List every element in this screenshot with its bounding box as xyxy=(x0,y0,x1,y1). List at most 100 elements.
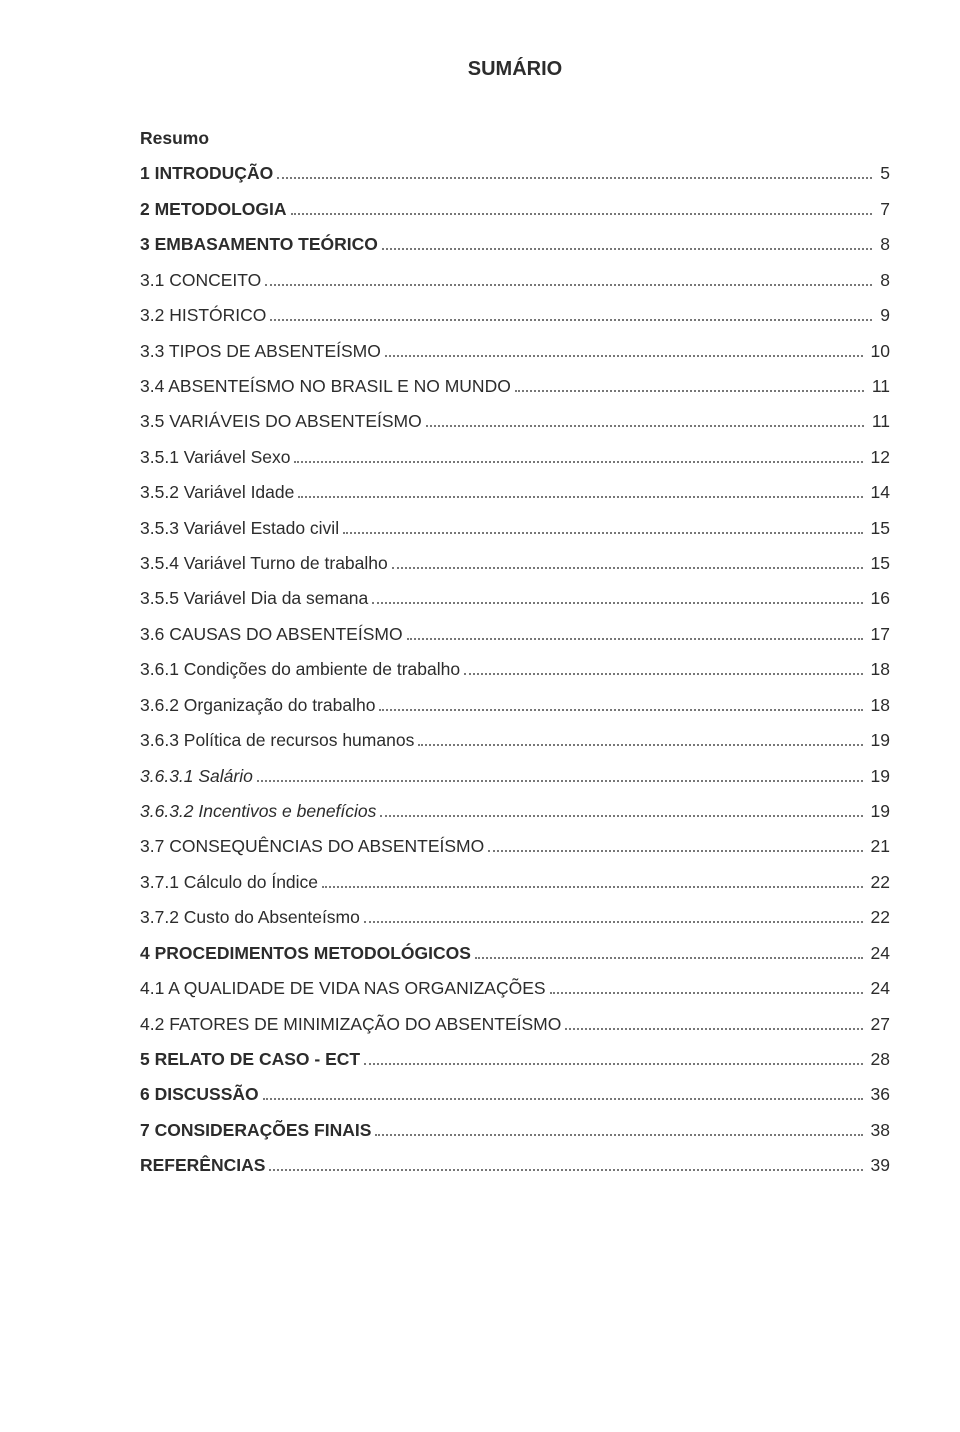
toc-dot-leader xyxy=(298,496,862,498)
toc-entry: 3.7.2 Custo do Absenteísmo22 xyxy=(140,906,890,930)
toc-entry: 4.2 FATORES DE MINIMIZAÇÃO DO ABSENTEÍSM… xyxy=(140,1013,890,1037)
toc-entry-label: 3.2 HISTÓRICO xyxy=(140,304,266,328)
toc-entry: 3.3 TIPOS DE ABSENTEÍSMO10 xyxy=(140,340,890,364)
toc-dot-leader xyxy=(488,850,862,852)
toc-entry-label: REFERÊNCIAS xyxy=(140,1154,265,1178)
toc-dot-leader xyxy=(515,390,864,392)
toc-dot-leader xyxy=(257,780,863,782)
toc-dot-leader xyxy=(464,673,862,675)
toc-entry-label: 3.6.3.1 Salário xyxy=(140,765,253,789)
toc-entry-page: 15 xyxy=(867,517,890,541)
toc-entry: 3.7.1 Cálculo do Índice 22 xyxy=(140,871,890,895)
toc-dot-leader xyxy=(263,1098,863,1100)
toc-entry-label: 4.2 FATORES DE MINIMIZAÇÃO DO ABSENTEÍSM… xyxy=(140,1013,561,1037)
toc-entry: 1 INTRODUÇÃO 5 xyxy=(140,162,890,186)
toc-entry: 3.6.1 Condições do ambiente de trabalho1… xyxy=(140,658,890,682)
toc-entry-page: 19 xyxy=(867,729,890,753)
toc-dot-leader xyxy=(379,709,862,711)
toc-dot-leader xyxy=(294,461,862,463)
toc-dot-leader xyxy=(565,1028,862,1030)
toc-dot-leader xyxy=(475,957,863,959)
toc-entry: 3.1 CONCEITO 8 xyxy=(140,269,890,293)
toc-entry-page: 11 xyxy=(868,375,890,399)
toc-entry-page: 22 xyxy=(867,871,890,895)
toc-entry-label: 3.4 ABSENTEÍSMO NO BRASIL E NO MUNDO xyxy=(140,375,511,399)
toc-dot-leader xyxy=(382,248,872,250)
toc-entry: 3.5.3 Variável Estado civil 15 xyxy=(140,517,890,541)
toc-entry-page: 8 xyxy=(876,269,890,293)
toc-entry-label: 3.5.3 Variável Estado civil xyxy=(140,517,339,541)
toc-entry: 3 EMBASAMENTO TEÓRICO8 xyxy=(140,233,890,257)
toc-dot-leader xyxy=(418,744,862,746)
toc-entry-page: 7 xyxy=(876,198,890,222)
toc-dot-leader xyxy=(364,921,863,923)
toc-entry-page: 39 xyxy=(867,1154,890,1178)
toc-entry-page: 38 xyxy=(867,1119,890,1143)
toc-dot-leader xyxy=(550,992,863,994)
toc-entry-label: 3.1 CONCEITO xyxy=(140,269,261,293)
toc-dot-leader xyxy=(385,355,863,357)
toc-entry: 3.5.1 Variável Sexo 12 xyxy=(140,446,890,470)
toc-entry: 3.2 HISTÓRICO 9 xyxy=(140,304,890,328)
toc-dot-leader xyxy=(322,886,862,888)
toc-entry-label: 3.5.2 Variável Idade xyxy=(140,481,294,505)
toc-entry: 3.5.5 Variável Dia da semana 16 xyxy=(140,587,890,611)
toc-entry-label: 2 METODOLOGIA xyxy=(140,198,287,222)
toc-entry-label: 3.6.2 Organização do trabalho xyxy=(140,694,375,718)
toc-entry: 3.6.3 Política de recursos humanos 19 xyxy=(140,729,890,753)
toc-entry-page: 18 xyxy=(867,694,890,718)
toc-entry: REFERÊNCIAS 39 xyxy=(140,1154,890,1178)
toc-entry: 4 PROCEDIMENTOS METODOLÓGICOS24 xyxy=(140,942,890,966)
toc-entry-page: 12 xyxy=(867,446,890,470)
toc-entry: 3.5 VARIÁVEIS DO ABSENTEÍSMO 11 xyxy=(140,410,890,434)
toc-entry-label: 6 DISCUSSÃO xyxy=(140,1083,259,1107)
toc-entry-label: 3.7.2 Custo do Absenteísmo xyxy=(140,906,360,930)
toc-entry-page: 28 xyxy=(867,1048,890,1072)
toc-entry: 3.5.2 Variável Idade14 xyxy=(140,481,890,505)
toc-entry-page: 15 xyxy=(867,552,890,576)
toc-entry-page: 19 xyxy=(867,765,890,789)
toc-entry-page: 36 xyxy=(867,1083,890,1107)
toc-entry-page: 11 xyxy=(868,410,890,434)
toc-dot-leader xyxy=(291,213,873,215)
toc-dot-leader xyxy=(343,532,862,534)
toc-entry-label: 7 CONSIDERAÇÕES FINAIS xyxy=(140,1119,371,1143)
toc-dot-leader xyxy=(372,602,862,604)
toc-entry-page: 18 xyxy=(867,658,890,682)
toc-entry: 3.6.3.1 Salário 19 xyxy=(140,765,890,789)
toc-entry-label: 3.7 CONSEQUÊNCIAS DO ABSENTEÍSMO xyxy=(140,835,484,859)
toc-entry: 3.7 CONSEQUÊNCIAS DO ABSENTEÍSMO21 xyxy=(140,835,890,859)
toc-entry: 3.6 CAUSAS DO ABSENTEÍSMO 17 xyxy=(140,623,890,647)
toc-entry-label: 4 PROCEDIMENTOS METODOLÓGICOS xyxy=(140,942,471,966)
toc-dot-leader xyxy=(265,284,872,286)
toc-entry-label: 3.6.3 Política de recursos humanos xyxy=(140,729,414,753)
toc-entry: 5 RELATO DE CASO - ECT 28 xyxy=(140,1048,890,1072)
toc-entry-label: 3.6 CAUSAS DO ABSENTEÍSMO xyxy=(140,623,403,647)
toc-dot-leader xyxy=(270,319,872,321)
toc-entry-label: 3.6.3.2 Incentivos e benefícios xyxy=(140,800,376,824)
toc-entry-label: 3.7.1 Cálculo do Índice xyxy=(140,871,318,895)
toc-entry-label: 3.3 TIPOS DE ABSENTEÍSMO xyxy=(140,340,381,364)
toc-entry: 3.4 ABSENTEÍSMO NO BRASIL E NO MUNDO 11 xyxy=(140,375,890,399)
toc-entry-page: 8 xyxy=(876,233,890,257)
toc-entry-page: 16 xyxy=(867,587,890,611)
toc-entry: 7 CONSIDERAÇÕES FINAIS 38 xyxy=(140,1119,890,1143)
toc-dot-leader xyxy=(392,567,863,569)
table-of-contents: Resumo 1 INTRODUÇÃO 5 2 METODOLOGIA 7 3 EMBAS… xyxy=(140,127,890,1178)
toc-entry-page: 17 xyxy=(867,623,890,647)
toc-entry-label: 3.5 VARIÁVEIS DO ABSENTEÍSMO xyxy=(140,410,422,434)
toc-entry-label: 3.5.1 Variável Sexo xyxy=(140,446,290,470)
toc-entry: 3.5.4 Variável Turno de trabalho15 xyxy=(140,552,890,576)
toc-entry-label: 3.5.5 Variável Dia da semana xyxy=(140,587,368,611)
toc-entry: 6 DISCUSSÃO 36 xyxy=(140,1083,890,1107)
toc-entry-label: 1 INTRODUÇÃO xyxy=(140,162,273,186)
toc-entry-page: 24 xyxy=(867,977,890,1001)
toc-entry-page: 19 xyxy=(867,800,890,824)
toc-dot-leader xyxy=(407,638,863,640)
toc-entry: 2 METODOLOGIA 7 xyxy=(140,198,890,222)
toc-entry-label: 5 RELATO DE CASO - ECT xyxy=(140,1048,360,1072)
toc-entry: 4.1 A QUALIDADE DE VIDA NAS ORGANIZAÇÕES… xyxy=(140,977,890,1001)
toc-entry-page: 9 xyxy=(876,304,890,328)
toc-entry-page: 5 xyxy=(876,162,890,186)
toc-entry-label: Resumo xyxy=(140,127,209,151)
